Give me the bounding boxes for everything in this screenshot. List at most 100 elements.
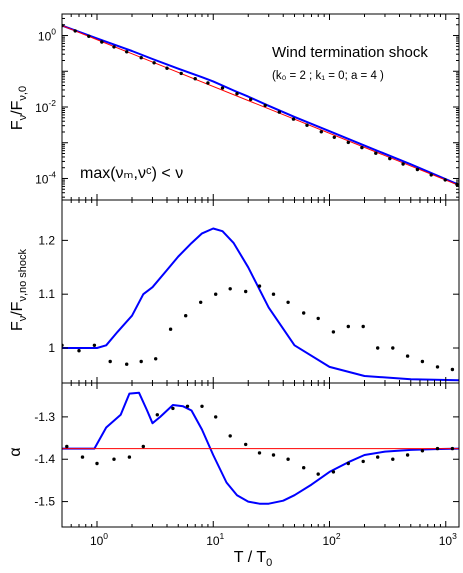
data-point	[112, 45, 116, 49]
index-ylabel: α	[7, 447, 24, 456]
y-tick-label: 10-2	[35, 98, 56, 115]
y-tick-label: 1.1	[38, 287, 55, 301]
y-tick-label-exponent: -2	[48, 98, 56, 108]
data-point	[228, 287, 232, 291]
model-curve	[62, 24, 459, 186]
data-point	[65, 444, 69, 449]
data-point	[77, 349, 81, 353]
data-point	[139, 359, 143, 364]
data-point	[405, 354, 410, 358]
data-point	[73, 29, 77, 33]
y-tick-label-base: 10	[38, 30, 52, 44]
data-point	[171, 406, 175, 411]
axis-ticks	[61, 383, 459, 527]
data-point	[179, 71, 183, 76]
data-point	[391, 457, 395, 461]
model-curve	[62, 391, 459, 505]
data-point	[450, 367, 455, 372]
data-point	[331, 330, 336, 334]
x-tick-label: 102	[322, 531, 340, 548]
data-point	[220, 86, 225, 90]
x-tick-label: 100	[90, 531, 108, 548]
data-point	[360, 145, 364, 150]
data-point	[257, 284, 262, 288]
frequency-condition-annotation: max(νₘ,νᶜ) < ν	[80, 165, 183, 182]
data-point	[228, 434, 232, 438]
x-tick-label-base: 10	[90, 534, 104, 548]
data-point	[184, 314, 188, 318]
data-point	[435, 365, 440, 369]
data-point	[200, 404, 204, 408]
data-point	[92, 343, 97, 347]
y-tick-label: 10-4	[35, 169, 56, 186]
data-point	[152, 61, 156, 65]
data-point	[388, 156, 392, 161]
data-point	[291, 117, 296, 121]
data-point	[346, 140, 350, 145]
data-point	[257, 451, 262, 455]
y-tick-label: 100	[38, 27, 56, 44]
plot-area	[62, 23, 459, 187]
plot-area	[62, 227, 459, 382]
data-point	[277, 110, 281, 114]
data-point	[361, 459, 365, 464]
x-tick-label-base: 10	[322, 534, 336, 548]
data-point	[155, 413, 159, 417]
y-tick-label-exponent: 0	[51, 27, 56, 37]
data-point	[429, 173, 433, 177]
y-tick-label: 1	[48, 341, 55, 355]
data-point	[112, 457, 116, 461]
data-point	[108, 359, 112, 364]
data-point	[127, 455, 132, 459]
y-tick-label: -1.3	[34, 410, 55, 424]
data-point	[435, 446, 440, 451]
data-point	[141, 444, 145, 449]
data-point	[305, 123, 309, 127]
data-point	[271, 453, 276, 457]
data-point	[420, 449, 425, 453]
data-point	[443, 178, 447, 182]
flux-ylabel: Fν/Fν,0	[9, 86, 29, 130]
x-tick-label-base: 10	[206, 534, 220, 548]
panel-frame	[61, 382, 460, 528]
data-point	[244, 442, 248, 447]
data-point	[87, 34, 91, 38]
data-point	[206, 81, 210, 85]
data-point	[125, 50, 129, 54]
x-tick-label: 101	[206, 531, 224, 548]
data-point	[286, 300, 290, 304]
ratio-ylabel: Fν/Fν,no shock	[9, 248, 29, 331]
data-point	[405, 453, 410, 457]
y-tick-label-base: 10	[35, 101, 49, 115]
x-tick-label-base: 10	[439, 534, 453, 548]
x-tick-label-exponent: 1	[220, 531, 225, 541]
data-point	[391, 346, 395, 350]
data-point	[302, 466, 306, 470]
y-tick-label-exponent: -4	[48, 169, 56, 179]
data-point	[214, 292, 218, 296]
data-point	[450, 446, 455, 451]
data-point	[374, 151, 378, 155]
y-tick-label: -1.5	[34, 495, 55, 509]
data-point	[235, 92, 239, 96]
data-point	[319, 130, 323, 134]
data-point	[376, 455, 380, 459]
data-point	[214, 415, 218, 419]
data-point	[415, 167, 420, 172]
chart-subtitle: (k₀ = 2 ; k₁ = 0; a = 4 )	[272, 70, 384, 82]
data-point	[165, 66, 169, 70]
data-point	[263, 103, 267, 108]
data-point	[346, 324, 350, 329]
data-point	[346, 461, 350, 466]
x-tick-label: 103	[439, 531, 457, 548]
data-point	[361, 324, 365, 329]
x-tick-label-exponent: 2	[336, 531, 341, 541]
x-tick-label-exponent: 3	[452, 531, 457, 541]
ratio-panel: Fν/Fν,no shock 1.2 1.1 1	[9, 199, 460, 384]
data-point	[168, 327, 173, 331]
data-point	[80, 455, 85, 459]
data-point	[271, 292, 276, 296]
y-tick-label: -1.4	[34, 452, 55, 466]
data-point	[193, 77, 197, 81]
